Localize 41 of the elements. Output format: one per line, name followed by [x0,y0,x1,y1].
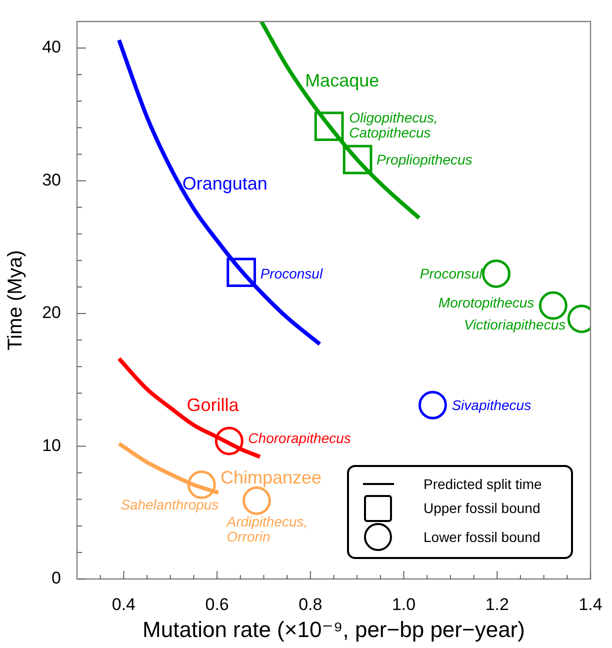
series-label: Chororapithecus [248,430,351,446]
series-label: Proconsul [420,266,484,282]
y-tick-label: 30 [42,170,61,190]
y-tick-label: 40 [42,38,61,57]
x-tick-label: 0.8 [298,594,322,614]
point [187,470,216,500]
point [314,112,344,142]
series-label: Sivapithecus [452,397,532,414]
point [226,258,256,288]
x-tick-label: 0.6 [205,594,229,614]
y-tick-label: 20 [42,303,61,322]
key-panel: Predicted split time Upper fossil bound Lower fossil bound [346,465,572,559]
series-label: Chimpanzee [220,468,322,488]
x-axis-title: Mutation rate (×10⁻⁹, per−bp per−year) [142,616,525,642]
series-label: Victioriapithecus [464,316,566,333]
y-tick-label: 10 [42,436,61,455]
series-label: Propliopithecus [376,151,472,168]
point [214,426,244,456]
point [482,259,510,288]
series-label: Proconsul [260,265,324,282]
point [242,486,271,515]
point [538,291,568,320]
point [342,144,372,174]
series-label: Ardipithecus, Orrorin [226,514,308,545]
point [418,390,447,420]
y-axis-title: Time (Mya) [4,250,27,350]
series-label: Sahelanthropus [120,496,219,513]
annotation: Lower fossil bound [424,529,540,545]
series-label: Macaque [305,70,380,91]
y-tick-label: 0 [52,568,61,588]
annotation: Predicted split time [424,476,542,492]
x-tick-label: 1.0 [392,594,416,614]
line-series [117,442,220,495]
series-label: Orangutan [182,173,268,194]
series-label: Gorilla [186,394,240,415]
x-tick-label: 0.4 [112,594,136,614]
annotation: Upper fossil bound [424,500,540,516]
series-label: Oligopithecus, Catopithecus [349,109,438,140]
x-tick-label: 1.2 [485,594,509,614]
x-tick-label: 1.4 [578,594,602,614]
series-label: Morotopithecus [438,294,534,310]
